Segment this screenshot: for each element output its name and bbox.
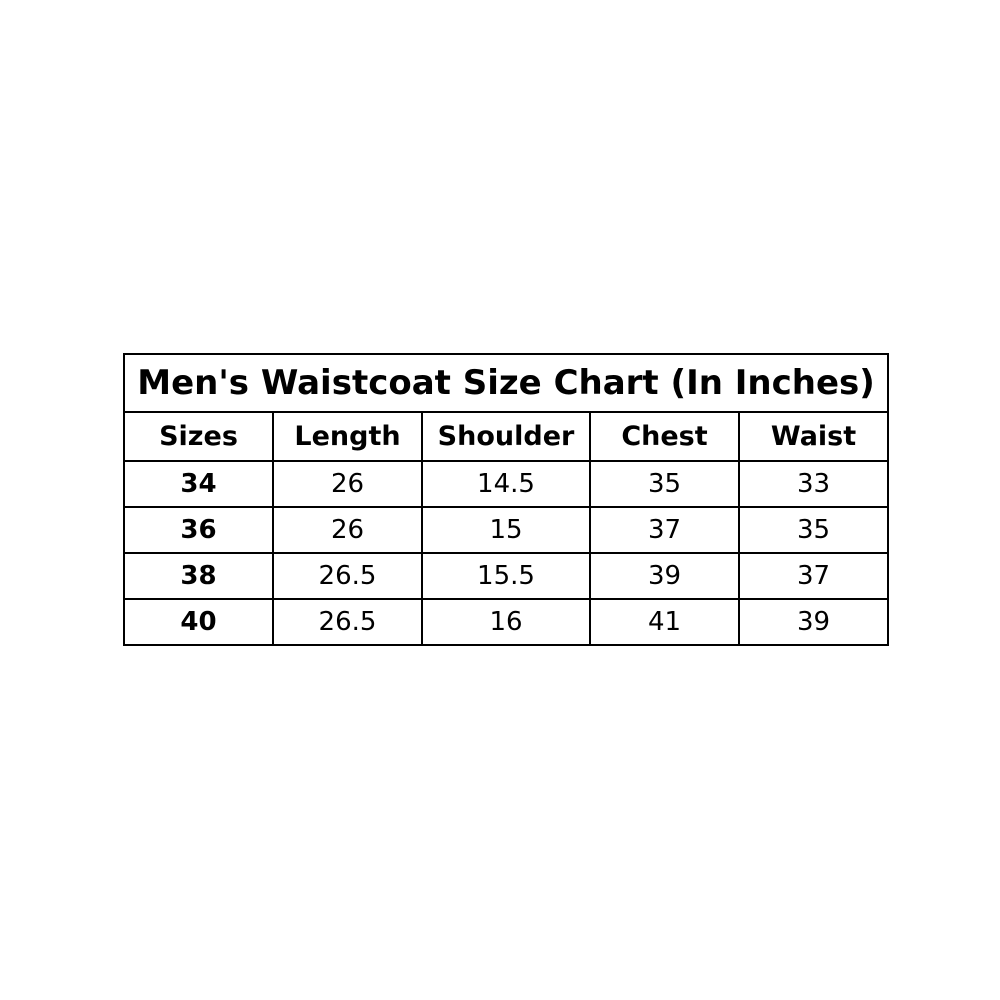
table-row: 34 26 14.5 35 33 (123, 460, 890, 508)
shoulder-cell: 16 (421, 598, 591, 646)
column-header-shoulder: Shoulder (421, 411, 591, 462)
waist-cell: 39 (737, 598, 890, 646)
column-header-chest: Chest (589, 411, 740, 462)
length-cell: 26 (272, 460, 423, 508)
length-cell: 26.5 (272, 598, 423, 646)
shoulder-cell: 15.5 (421, 552, 591, 600)
length-cell: 26.5 (272, 552, 423, 600)
chest-cell: 35 (589, 460, 740, 508)
size-cell: 40 (123, 598, 274, 646)
size-cell: 36 (123, 506, 274, 554)
chest-cell: 37 (589, 506, 740, 554)
chart-title: Men's Waistcoat Size Chart (In Inches) (122, 353, 890, 413)
chest-cell: 39 (589, 552, 740, 600)
table-row: 36 26 15 37 35 (123, 506, 890, 554)
chest-cell: 41 (589, 598, 740, 646)
waist-cell: 37 (737, 552, 890, 600)
title-row: Men's Waistcoat Size Chart (In Inches) (122, 353, 890, 413)
length-cell: 26 (272, 506, 423, 554)
waist-cell: 35 (737, 506, 890, 554)
size-chart-table: Men's Waistcoat Size Chart (In Inches) S… (122, 353, 890, 646)
header-row: Sizes Length Shoulder Chest Waist (123, 411, 890, 462)
table-row: 40 26.5 16 41 39 (123, 598, 890, 646)
shoulder-cell: 14.5 (421, 460, 591, 508)
size-cell: 38 (123, 552, 274, 600)
waist-cell: 33 (737, 460, 890, 508)
size-cell: 34 (123, 460, 274, 508)
column-header-length: Length (272, 411, 423, 462)
column-header-sizes: Sizes (123, 411, 274, 462)
table-row: 38 26.5 15.5 39 37 (123, 552, 890, 600)
shoulder-cell: 15 (421, 506, 591, 554)
column-header-waist: Waist (737, 411, 890, 462)
